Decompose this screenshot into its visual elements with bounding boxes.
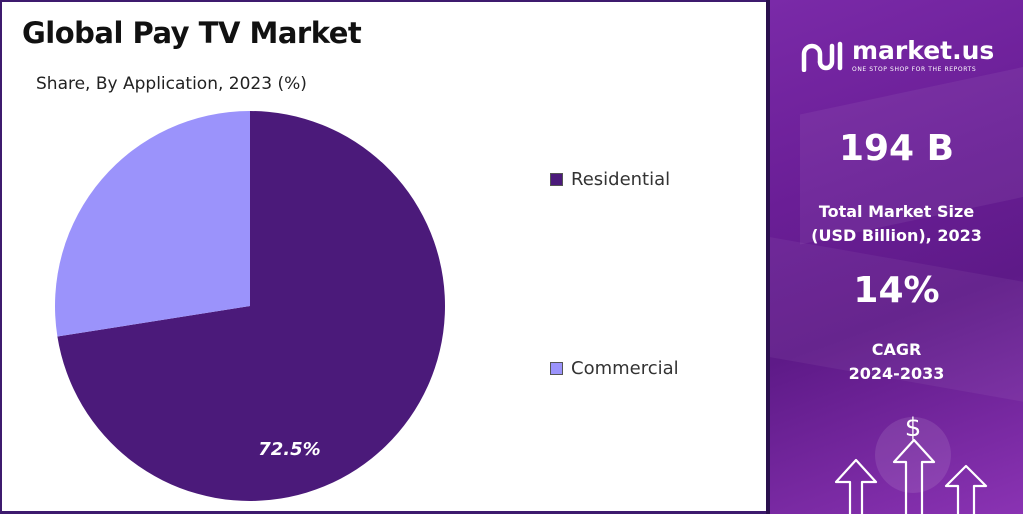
arrow-up-icon xyxy=(834,458,878,514)
cagr-label-line1: CAGR xyxy=(871,340,922,359)
chart-panel: Global Pay TV Market Share, By Applicati… xyxy=(0,0,766,514)
market-us-logo-icon xyxy=(801,41,843,72)
market-size-label-line2: (USD Billion), 2023 xyxy=(811,226,982,245)
cagr-value: 14% xyxy=(853,270,940,311)
chart-title: Global Pay TV Market xyxy=(22,16,362,50)
cagr-label-line2: 2024-2033 xyxy=(848,364,945,383)
summary-panel: market.us ONE STOP SHOP FOR THE REPORTS … xyxy=(766,0,1023,514)
growth-arrows-icon: $ xyxy=(834,413,988,514)
legend-label-residential: Residential xyxy=(571,169,671,190)
data-label-residential: 72.5% xyxy=(258,439,320,460)
brand-logo: market.us ONE STOP SHOP FOR THE REPORTS xyxy=(800,38,994,73)
market-size-label-line1: Total Market Size xyxy=(818,202,975,221)
market-size-value: 194 B xyxy=(838,128,955,169)
dollar-icon: $ xyxy=(905,413,922,443)
legend-swatch-commercial xyxy=(550,362,563,375)
brand-tagline: ONE STOP SHOP FOR THE REPORTS xyxy=(852,66,977,73)
pie-slice-residential xyxy=(57,111,446,502)
brand-name: market.us xyxy=(852,36,995,65)
arrow-up-icon xyxy=(944,464,988,514)
chart-subtitle: Share, By Application, 2023 (%) xyxy=(36,74,307,94)
pie-chart: 72.5% xyxy=(54,111,446,502)
pie-slice-commercial xyxy=(54,111,250,337)
legend-item-commercial: Commercial xyxy=(550,358,679,379)
arrow-up-icon xyxy=(892,438,936,514)
legend-item-residential: Residential xyxy=(550,169,670,190)
legend-swatch-residential xyxy=(550,173,563,186)
legend-label-commercial: Commercial xyxy=(571,358,679,379)
